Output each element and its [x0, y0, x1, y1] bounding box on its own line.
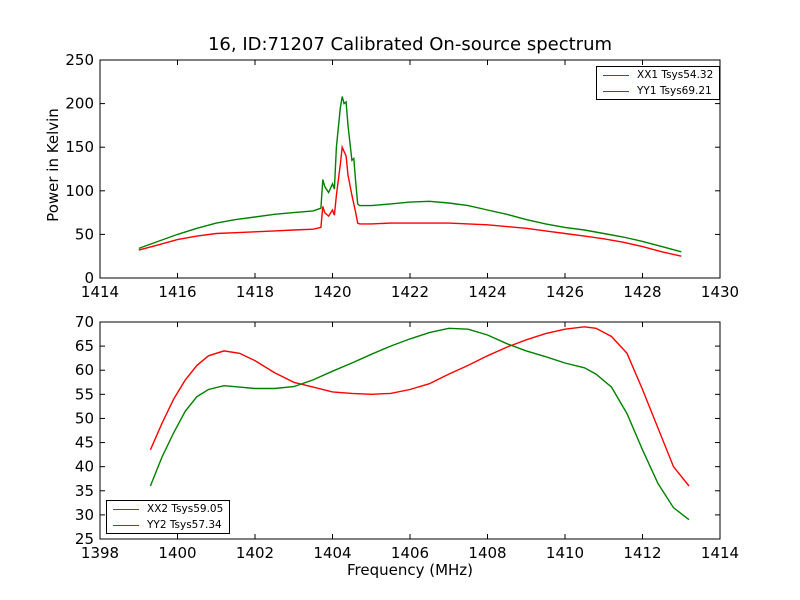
chart-title: 16, ID:71207 Calibrated On-source spectr…: [207, 34, 613, 55]
y-tick-label: 70: [75, 313, 94, 331]
legend-label: YY1 Tsys69.21: [637, 85, 712, 97]
legend-swatch: [603, 91, 629, 92]
x-tick-label: 1420: [313, 283, 351, 301]
legend-label: XX1 Tsys54.32: [637, 69, 714, 81]
y-tick-label: 50: [75, 409, 94, 427]
legend-label: XX2 Tsys59.05: [147, 503, 224, 515]
y-tick-label: 30: [75, 506, 94, 524]
x-tick-label: 1410: [546, 544, 584, 562]
bottom-legend: XX2 Tsys59.05 YY2 Tsys57.34: [106, 500, 231, 534]
series-line-2: [149, 327, 690, 521]
legend-swatch: [603, 75, 629, 76]
x-tick-label: 1430: [701, 283, 739, 301]
top-legend: XX1 Tsys54.32 YY1 Tsys69.21: [596, 66, 721, 100]
series-line-2: [138, 96, 682, 253]
y-tick-label: 55: [75, 385, 94, 403]
series-line-1: [149, 326, 690, 487]
y-tick-label: 150: [65, 138, 94, 156]
x-tick-label: 1416: [158, 283, 196, 301]
y-tick-label: 35: [75, 482, 94, 500]
y-tick-label: 65: [75, 337, 94, 355]
y-axis-label: Power in Kelvin: [44, 108, 62, 222]
bottom-plot: 1398 1400 1402 1404 1406 1408 1410 1412 1414 25 30…: [75, 313, 739, 562]
legend-item: YY2 Tsys57.34: [107, 517, 229, 533]
legend-swatch: [113, 509, 139, 510]
y-tick-label: 50: [75, 225, 94, 243]
y-tick-label: 0: [84, 269, 94, 287]
y-tick-label: 100: [65, 182, 94, 200]
x-tick-label: 1398: [81, 544, 119, 562]
top-plot: 1414 1416 1418 1420 1422 1424 1426 1428 1430 0 50 1…: [65, 51, 739, 301]
x-tick-label: 1418: [236, 283, 274, 301]
y-tick-label: 60: [75, 361, 94, 379]
y-tick-label: 45: [75, 434, 94, 452]
x-tick-label: 1424: [468, 283, 506, 301]
x-tick-label: 1404: [313, 544, 351, 562]
y-tick-label: 200: [65, 95, 94, 113]
x-tick-label: 1406: [391, 544, 429, 562]
legend-item: YY1 Tsys69.21: [597, 83, 719, 99]
x-tick-label: 1428: [623, 283, 661, 301]
y-tick-label: 250: [65, 51, 94, 69]
x-tick-label: 1422: [391, 283, 429, 301]
legend-swatch: [113, 525, 139, 526]
x-tick-label: 1402: [236, 544, 274, 562]
x-tick-label: 1426: [546, 283, 584, 301]
x-tick-label: 1414: [81, 283, 119, 301]
x-tick-label: 1412: [623, 544, 661, 562]
x-tick-label: 1400: [158, 544, 196, 562]
x-axis-label: Frequency (MHz): [346, 561, 474, 579]
y-tick-label: 40: [75, 458, 94, 476]
series-line-1: [138, 144, 682, 257]
legend-item: XX1 Tsys54.32: [597, 67, 719, 83]
legend-item: XX2 Tsys59.05: [107, 501, 229, 517]
x-tick-label: 1414: [701, 544, 739, 562]
legend-label: YY2 Tsys57.34: [147, 519, 222, 531]
y-tick-label: 25: [75, 530, 94, 548]
x-tick-label: 1408: [468, 544, 506, 562]
